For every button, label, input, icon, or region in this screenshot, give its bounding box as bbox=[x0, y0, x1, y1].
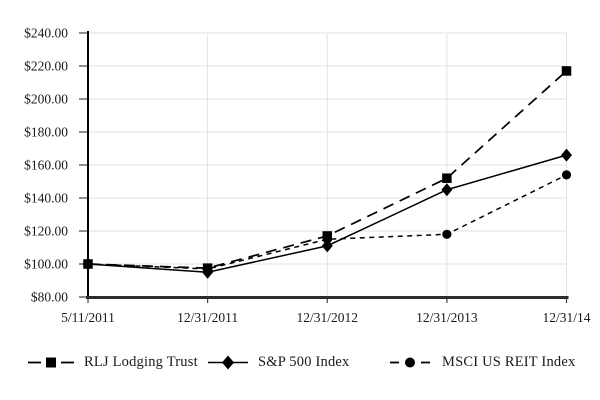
legend-label-msci: MSCI US REIT Index bbox=[442, 354, 576, 370]
data-point-square bbox=[83, 259, 93, 269]
chart-legend: RLJ Lodging Trust S&P 500 Index MSCI US … bbox=[0, 354, 600, 376]
x-tick-label: 5/11/2011 bbox=[61, 310, 115, 325]
x-tick-label: 12/31/2012 bbox=[296, 310, 358, 325]
x-tick-label: 12/31/2011 bbox=[177, 310, 238, 325]
data-point-circle bbox=[442, 229, 452, 239]
data-point-square bbox=[322, 231, 332, 241]
legend-label-rlj: RLJ Lodging Trust bbox=[84, 354, 198, 370]
y-tick-label: $140.00 bbox=[24, 191, 68, 206]
y-tick-label: $220.00 bbox=[24, 59, 68, 74]
legend-label-sp500: S&P 500 Index bbox=[258, 354, 350, 370]
data-point-diamond bbox=[561, 148, 572, 162]
data-point-square bbox=[202, 263, 213, 273]
data-point-square bbox=[561, 66, 572, 76]
x-tick-label: 12/31/14 bbox=[542, 310, 590, 325]
legend-item-sp500-index: S&P 500 Index bbox=[208, 354, 349, 371]
y-tick-label: $240.00 bbox=[24, 26, 68, 41]
data-point-circle bbox=[561, 170, 572, 180]
y-tick-label: $100.00 bbox=[24, 257, 68, 272]
y-tick-label: $180.00 bbox=[24, 125, 68, 140]
long-dash-square-marker-icon bbox=[28, 357, 74, 368]
data-point-diamond bbox=[441, 183, 453, 197]
short-dash-circle-marker-icon bbox=[390, 357, 430, 368]
x-tick-label: 12/31/2013 bbox=[416, 310, 478, 325]
y-tick-label: $200.00 bbox=[24, 92, 68, 107]
data-point-square bbox=[442, 173, 452, 183]
y-tick-label: $120.00 bbox=[24, 224, 68, 239]
y-tick-label: $160.00 bbox=[24, 158, 68, 173]
legend-item-rlj-lodging-trust: RLJ Lodging Trust bbox=[28, 354, 198, 371]
data-point-diamond bbox=[321, 239, 333, 253]
y-tick-label: $80.00 bbox=[31, 290, 68, 305]
solid-line-diamond-marker-icon bbox=[208, 355, 248, 370]
legend-item-msci-us-reit-index: MSCI US REIT Index bbox=[388, 354, 575, 371]
